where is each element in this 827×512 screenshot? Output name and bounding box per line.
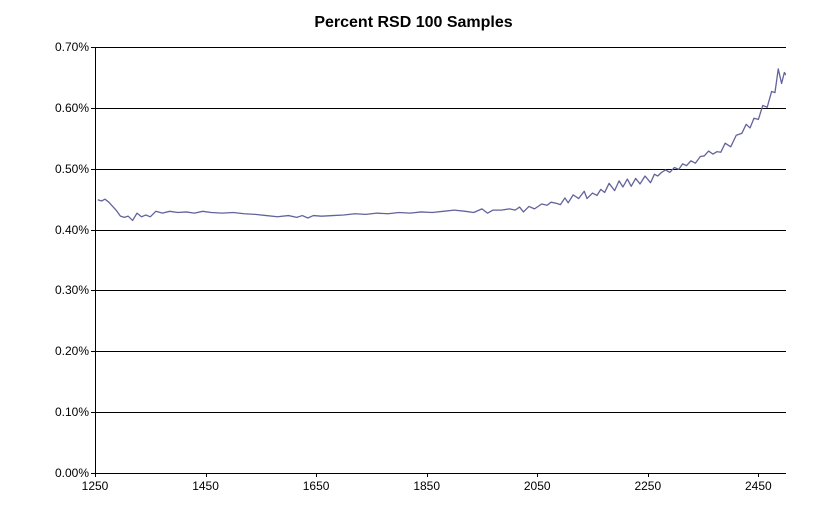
y-axis-line <box>95 47 96 473</box>
x-tick-label: 2250 <box>634 479 661 493</box>
x-tick-label: 1250 <box>82 479 109 493</box>
series-line <box>98 69 786 221</box>
x-tick-label: 1450 <box>192 479 219 493</box>
x-tick-label: 1850 <box>413 479 440 493</box>
y-tick-label: 0.20% <box>55 344 89 358</box>
y-tick-label: 0.10% <box>55 405 89 419</box>
y-tick-label: 0.00% <box>55 466 89 480</box>
y-tick-label: 0.70% <box>55 40 89 54</box>
y-tick-label: 0.30% <box>55 283 89 297</box>
x-axis-line <box>95 473 786 474</box>
x-tick-label: 2450 <box>745 479 772 493</box>
x-tick-label: 2050 <box>524 479 551 493</box>
chart-title: Percent RSD 100 Samples <box>0 14 827 32</box>
x-tick-label: 1650 <box>303 479 330 493</box>
y-tick-label: 0.60% <box>55 101 89 115</box>
y-tick-label: 0.50% <box>55 162 89 176</box>
chart-frame: Percent RSD 100 Samples 0.00% 0.10% 0.20% 0… <box>0 0 827 512</box>
plot-area <box>95 47 786 473</box>
y-tick-label: 0.40% <box>55 223 89 237</box>
line-series <box>95 47 786 473</box>
